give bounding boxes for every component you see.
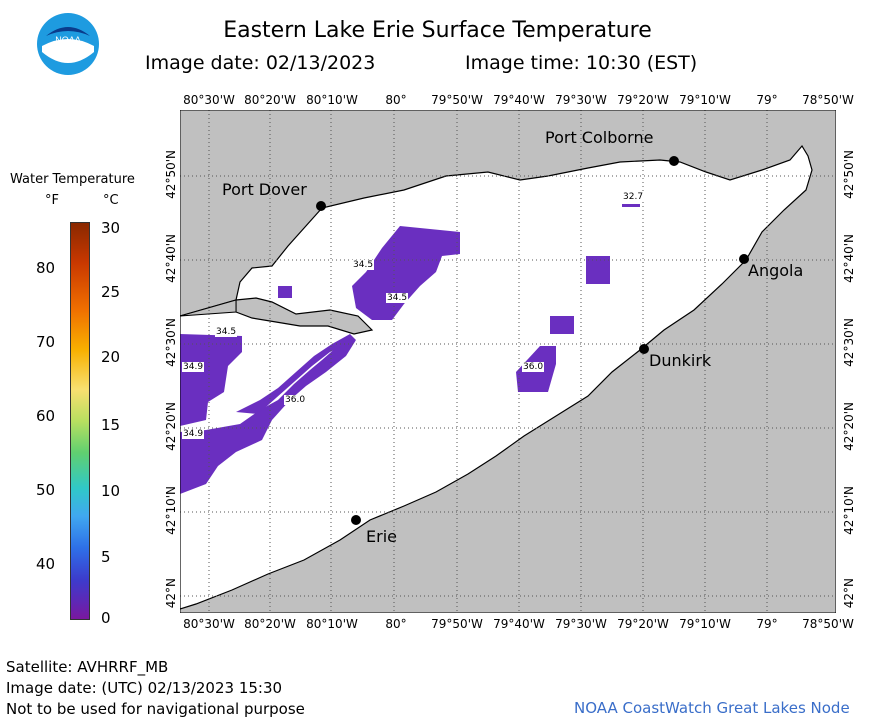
image-time: Image time: 10:30 (EST)	[465, 52, 698, 74]
lon-tick-top: 79°10'W	[679, 93, 731, 107]
place-dunkirk: Dunkirk	[649, 351, 712, 370]
isotherm-label: 34.9	[182, 362, 205, 372]
lon-tick-bottom: 79°40'W	[493, 617, 545, 631]
dunkirk-marker	[639, 344, 649, 354]
lon-tick-top: 80°30'W	[183, 93, 235, 107]
isotherm-label: 32.7	[622, 192, 645, 202]
lon-tick-top: 79°50'W	[431, 93, 483, 107]
legend-f-label: 70	[36, 333, 56, 351]
image-date: Image date: 02/13/2023	[145, 52, 376, 74]
legend-unit-f: °F	[45, 193, 59, 208]
lon-tick-bottom: 79°10'W	[679, 617, 731, 631]
legend-c-label: 20	[101, 348, 121, 366]
cold-water-patches	[180, 204, 640, 494]
place-port-dover: Port Dover	[222, 180, 307, 199]
lat-tick-left: 42°10'N	[164, 486, 178, 535]
logo-text: NOAA	[55, 35, 81, 45]
place-erie: Erie	[366, 527, 397, 546]
graticule	[180, 110, 836, 613]
legend-f-label: 80	[36, 259, 56, 277]
footer-disclaimer: Not to be used for navigational purpose	[6, 700, 305, 718]
lon-tick-top: 79°40'W	[493, 93, 545, 107]
legend-c-label: 5	[101, 548, 111, 566]
lon-tick-top: 78°50'W	[802, 93, 854, 107]
footer-utc-date: Image date: (UTC) 02/13/2023 15:30	[6, 679, 283, 697]
lon-tick-top: 80°	[385, 93, 407, 107]
place-angola: Angola	[748, 261, 804, 280]
lat-tick-right: 42°N	[842, 578, 856, 609]
legend-c-label: 15	[101, 416, 121, 434]
angola-marker	[739, 254, 749, 264]
legend-c-label: 10	[101, 482, 121, 500]
erie-marker	[351, 515, 361, 525]
legend-unit-c: °C	[103, 193, 119, 208]
lat-tick-right: 42°10'N	[842, 486, 856, 535]
lon-tick-top: 80°10'W	[306, 93, 358, 107]
lon-tick-bottom: 80°	[385, 617, 407, 631]
lon-tick-bottom: 79°30'W	[555, 617, 607, 631]
lat-tick-left: 42°40'N	[164, 234, 178, 283]
legend-c-label: 30	[101, 219, 121, 237]
isotherm-label: 34.5	[215, 327, 238, 337]
isotherm-label: 34.9	[182, 429, 205, 439]
lon-tick-bottom: 80°20'W	[244, 617, 296, 631]
color-scale-bar	[70, 222, 90, 620]
place-port-colborne: Port Colborne	[545, 128, 654, 147]
lon-tick-top: 79°20'W	[617, 93, 669, 107]
lon-tick-bottom: 79°	[756, 617, 778, 631]
lon-tick-top: 79°30'W	[555, 93, 607, 107]
lat-tick-right: 42°40'N	[842, 234, 856, 283]
lat-tick-left: 42°N	[164, 578, 178, 609]
lat-tick-right: 42°20'N	[842, 402, 856, 451]
lon-tick-top: 79°	[756, 93, 778, 107]
lon-tick-top: 80°20'W	[244, 93, 296, 107]
legend-c-label: 25	[101, 283, 121, 301]
footer-node: NOAA CoastWatch Great Lakes Node	[574, 699, 850, 717]
footer-satellite: Satellite: AVHRRF_MB	[6, 658, 169, 676]
lat-tick-left: 42°20'N	[164, 402, 178, 451]
port-dover-marker	[316, 201, 326, 211]
legend-f-label: 60	[36, 407, 56, 425]
map-title: Eastern Lake Erie Surface Temperature	[223, 18, 652, 43]
lat-tick-right: 42°30'N	[842, 318, 856, 367]
port-colborne-marker	[669, 156, 679, 166]
legend-c-label: 0	[101, 609, 111, 627]
lat-tick-left: 42°50'N	[164, 150, 178, 199]
noaa-logo: NOAA	[37, 13, 99, 75]
legend-f-label: 40	[36, 555, 56, 573]
lon-tick-bottom: 80°30'W	[183, 617, 235, 631]
lon-tick-bottom: 79°50'W	[431, 617, 483, 631]
lon-tick-bottom: 80°10'W	[306, 617, 358, 631]
isotherm-label: 36.0	[522, 362, 545, 372]
lat-tick-left: 42°30'N	[164, 318, 178, 367]
isotherm-label: 36.0	[284, 395, 307, 405]
isotherm-label: 34.5	[352, 260, 375, 270]
lon-tick-bottom: 79°20'W	[617, 617, 669, 631]
lake-water	[180, 144, 813, 610]
lon-tick-bottom: 78°50'W	[802, 617, 854, 631]
legend-f-label: 50	[36, 481, 56, 499]
isotherm-label: 34.5	[386, 293, 409, 303]
legend-title: Water Temperature	[10, 172, 135, 187]
lake-map	[180, 110, 836, 613]
lat-tick-right: 42°50'N	[842, 150, 856, 199]
